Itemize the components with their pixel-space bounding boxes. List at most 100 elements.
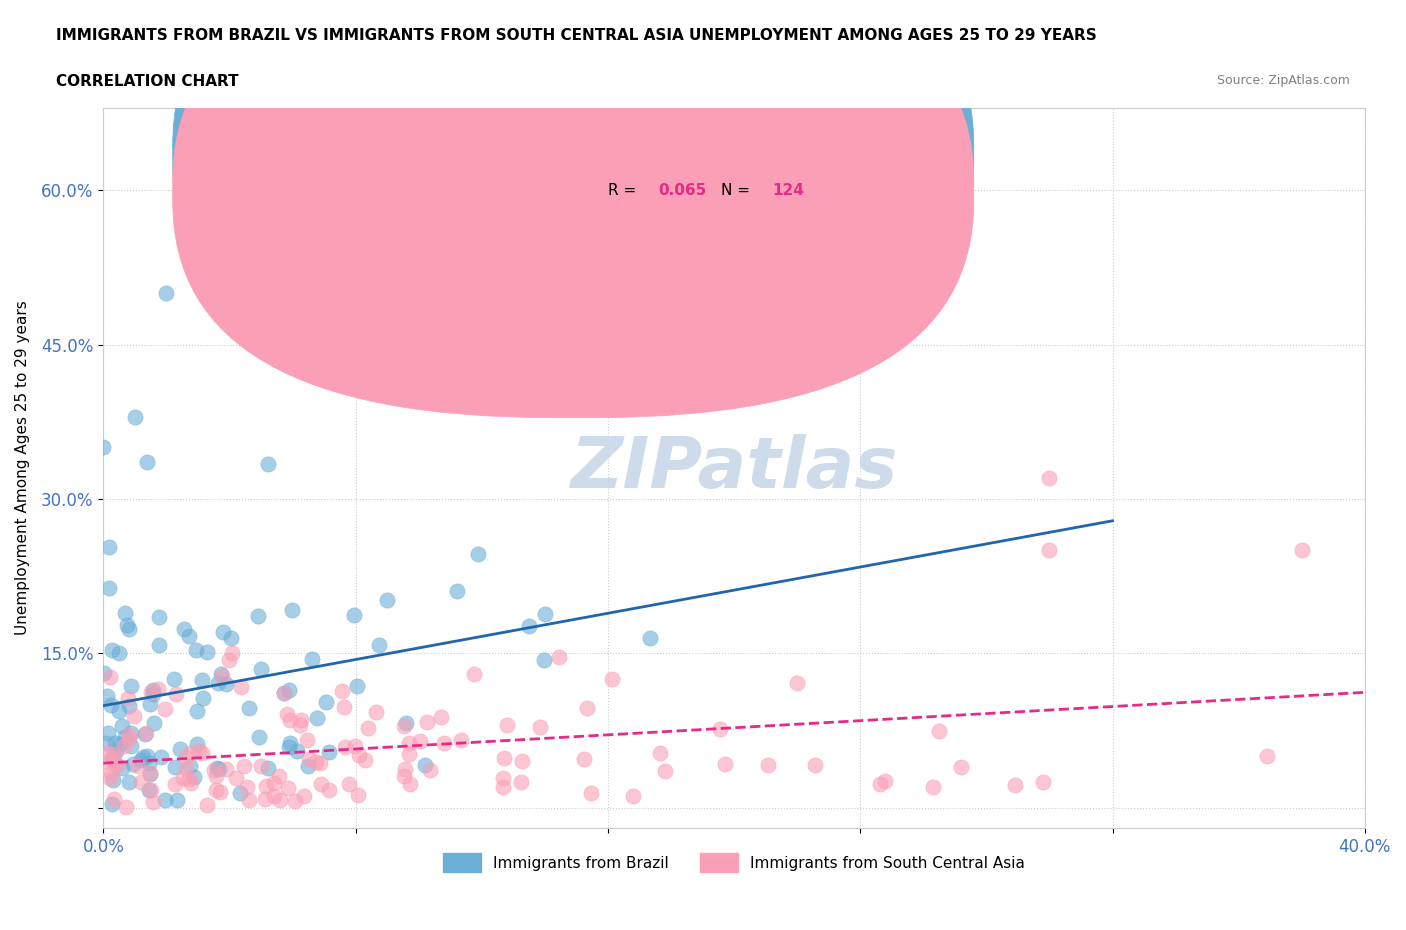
Point xyxy=(278,739,301,754)
Point xyxy=(297,759,319,774)
Point xyxy=(141,684,163,699)
Point xyxy=(218,653,240,668)
Point xyxy=(873,774,896,789)
Point xyxy=(139,697,162,711)
Point xyxy=(446,583,468,598)
Point xyxy=(318,744,340,759)
Point xyxy=(177,772,200,787)
Point xyxy=(188,744,211,759)
Text: 99: 99 xyxy=(772,147,793,163)
Point xyxy=(290,712,312,727)
Point xyxy=(100,698,122,712)
Point xyxy=(277,780,299,795)
Point xyxy=(111,718,134,733)
Point xyxy=(163,760,186,775)
Point xyxy=(124,409,146,424)
Point xyxy=(120,739,142,754)
Point xyxy=(190,746,212,761)
Point xyxy=(141,782,163,797)
Point xyxy=(101,751,124,765)
Point xyxy=(394,762,416,777)
Point xyxy=(120,679,142,694)
Point xyxy=(98,771,121,786)
Text: 0.065: 0.065 xyxy=(658,183,707,198)
Point xyxy=(278,736,301,751)
Text: ZIPatlas: ZIPatlas xyxy=(571,433,898,502)
Text: R =: R = xyxy=(607,147,641,163)
Point xyxy=(433,736,456,751)
Point xyxy=(209,667,232,682)
Point xyxy=(229,679,252,694)
Point xyxy=(257,457,280,472)
Point xyxy=(96,746,118,761)
Point xyxy=(229,785,252,800)
Point xyxy=(247,729,270,744)
Point xyxy=(928,724,950,738)
Point xyxy=(94,736,117,751)
Point xyxy=(1038,471,1060,485)
Point xyxy=(155,792,177,807)
Point xyxy=(419,763,441,777)
Point xyxy=(135,749,157,764)
Point xyxy=(512,753,534,768)
FancyBboxPatch shape xyxy=(520,123,898,241)
Point xyxy=(364,705,387,720)
Point xyxy=(135,725,157,740)
Point xyxy=(869,777,891,791)
Point xyxy=(172,770,194,785)
Point xyxy=(367,637,389,652)
Point xyxy=(430,710,453,724)
Point xyxy=(180,776,202,790)
Point xyxy=(98,670,121,684)
Point xyxy=(118,728,141,743)
Point xyxy=(278,683,301,698)
Point xyxy=(415,714,437,729)
FancyBboxPatch shape xyxy=(173,0,974,381)
Point xyxy=(1032,775,1054,790)
Point xyxy=(576,700,599,715)
Point xyxy=(276,707,298,722)
Point xyxy=(163,672,186,687)
Point xyxy=(114,729,136,744)
Text: N =: N = xyxy=(721,147,755,163)
Point xyxy=(280,603,302,618)
Point xyxy=(115,618,138,632)
Point xyxy=(100,765,122,780)
Point xyxy=(602,671,624,686)
Point xyxy=(285,743,308,758)
Point xyxy=(93,666,115,681)
Point xyxy=(108,645,131,660)
Point xyxy=(103,791,125,806)
Point xyxy=(354,752,377,767)
Point xyxy=(208,761,231,776)
Point xyxy=(174,750,197,764)
Point xyxy=(166,792,188,807)
Point xyxy=(1004,777,1026,792)
Point xyxy=(309,755,332,770)
Point xyxy=(333,699,356,714)
Point xyxy=(450,733,472,748)
Point xyxy=(98,580,121,595)
Point xyxy=(786,675,808,690)
FancyBboxPatch shape xyxy=(173,0,974,418)
Point xyxy=(413,758,436,773)
Point xyxy=(804,758,827,773)
Point xyxy=(131,774,153,789)
Point xyxy=(221,631,243,645)
Point xyxy=(654,764,676,778)
Text: 0.181: 0.181 xyxy=(658,147,706,163)
Point xyxy=(343,738,366,753)
Point xyxy=(104,736,127,751)
Point xyxy=(398,735,420,750)
Y-axis label: Unemployment Among Ages 25 to 29 years: Unemployment Among Ages 25 to 29 years xyxy=(15,300,30,635)
Point xyxy=(98,539,121,554)
Point xyxy=(205,761,228,776)
Point xyxy=(263,789,285,804)
Text: IMMIGRANTS FROM BRAZIL VS IMMIGRANTS FROM SOUTH CENTRAL ASIA UNEMPLOYMENT AMONG : IMMIGRANTS FROM BRAZIL VS IMMIGRANTS FRO… xyxy=(56,28,1097,43)
Point xyxy=(529,720,551,735)
Point xyxy=(96,688,118,703)
Point xyxy=(204,783,226,798)
Point xyxy=(254,791,277,806)
Point xyxy=(184,643,207,658)
Point xyxy=(139,765,162,780)
